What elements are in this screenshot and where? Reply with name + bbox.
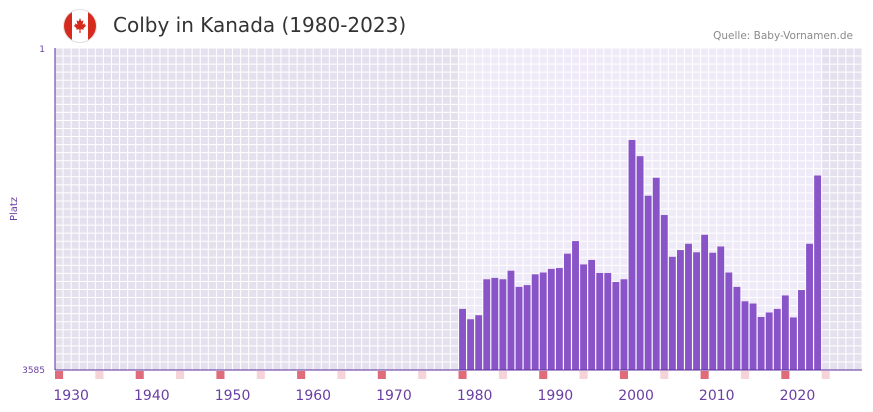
minor-marker	[579, 371, 588, 379]
bar-1984	[507, 270, 515, 370]
bar-2000	[636, 156, 644, 370]
bar-1989	[547, 268, 555, 370]
bar-2017	[773, 308, 781, 370]
bar-1997	[612, 281, 620, 370]
bar-2021	[806, 243, 813, 370]
minor-marker	[821, 371, 830, 379]
bar-1983	[499, 279, 507, 370]
canada-flag-icon	[64, 10, 96, 42]
bar-2010	[717, 246, 725, 370]
bar-1999	[628, 140, 636, 370]
bar-2013	[741, 301, 749, 370]
y-tick-label-bottom: 3585	[22, 366, 45, 376]
bar-1979	[467, 319, 475, 370]
bar-2014	[749, 303, 757, 370]
minor-marker	[660, 371, 669, 379]
bar-1982	[491, 277, 499, 370]
x-tick-label: 1930	[53, 388, 89, 404]
bar-1988	[539, 272, 547, 370]
chart-title: Colby in Kanada (1980-2023)	[113, 13, 407, 37]
x-tick-label: 1980	[457, 388, 493, 404]
x-tick-label: 1960	[295, 388, 331, 404]
y-axis-label: Platz	[9, 197, 20, 221]
bar-2016	[765, 312, 773, 370]
x-tick-label: 1990	[538, 388, 574, 404]
bar-2011	[725, 272, 733, 370]
minor-marker	[740, 371, 750, 379]
bar-2001	[644, 195, 652, 370]
bar-1987	[531, 274, 539, 370]
bar-1994	[588, 259, 596, 370]
bar-2005	[676, 250, 684, 370]
x-tick-label: 1940	[134, 388, 170, 404]
x-tick-label: 2020	[780, 388, 816, 404]
bar-1991	[564, 253, 571, 370]
decade-marker	[55, 371, 64, 379]
minor-marker	[256, 371, 265, 379]
x-tick-label: 1950	[215, 388, 251, 404]
bar-series	[459, 140, 822, 370]
source-credit: Quelle: Baby-Vornamen.de	[713, 30, 853, 42]
bar-1990	[555, 268, 563, 370]
bar-1985	[515, 286, 523, 370]
x-axis-ticks: 1930 1940 1950 1960 1970 1980 1990 2000 2010 2020	[53, 371, 830, 404]
x-tick-label: 2010	[699, 388, 735, 404]
gridlines	[54, 47, 863, 371]
decade-marker	[458, 371, 467, 379]
bar-2008	[701, 234, 709, 370]
bar-2015	[757, 316, 765, 370]
bar-2018	[781, 295, 789, 370]
minor-marker	[95, 371, 104, 379]
bar-1980	[475, 315, 483, 370]
bar-2009	[709, 252, 717, 370]
minor-marker	[498, 371, 507, 379]
bar-1986	[523, 285, 531, 370]
minor-marker	[418, 371, 427, 379]
bar-2007	[693, 252, 700, 370]
x-tick-label: 2000	[618, 388, 654, 404]
decade-marker	[700, 371, 709, 379]
decade-marker	[135, 371, 144, 379]
x-tick-label: 1970	[376, 388, 412, 404]
bar-1981	[483, 279, 491, 370]
decade-marker	[781, 371, 790, 379]
minor-marker	[176, 371, 185, 379]
decade-marker	[377, 371, 386, 379]
decade-marker	[216, 371, 225, 379]
bar-2004	[668, 256, 676, 370]
bar-1995	[596, 272, 604, 370]
bar-1978	[459, 308, 466, 370]
bar-2012	[733, 286, 741, 370]
axes	[54, 48, 862, 371]
bar-2022	[814, 175, 822, 370]
minor-marker	[337, 371, 346, 379]
bar-1993	[580, 264, 588, 370]
decade-marker	[539, 371, 548, 379]
bar-2002	[652, 177, 660, 370]
bar-1998	[620, 279, 628, 370]
bar-2006	[685, 243, 692, 370]
decade-marker	[619, 371, 628, 379]
bar-2019	[789, 317, 797, 370]
bar-1992	[572, 241, 579, 370]
bar-2003	[660, 215, 668, 370]
y-tick-label-top: 1	[39, 45, 45, 55]
y-axis-ticks: 1 3585	[22, 45, 45, 376]
bar-1996	[604, 272, 612, 370]
bar-2020	[798, 290, 805, 370]
decade-marker	[297, 371, 306, 379]
